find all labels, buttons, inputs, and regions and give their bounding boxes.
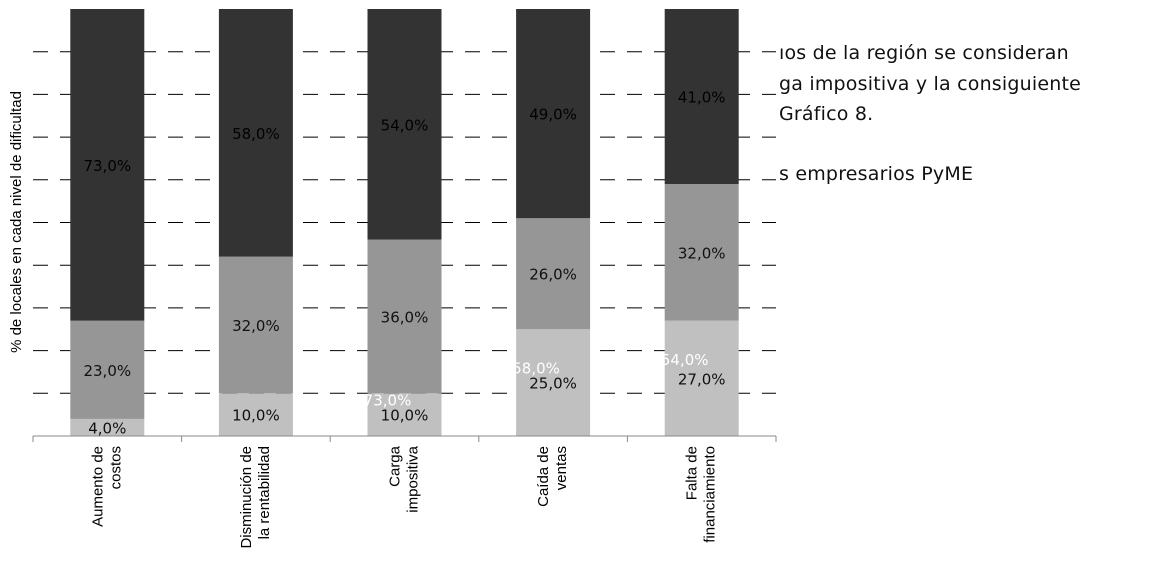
bar-segment [367,393,442,436]
bar-segment [664,184,739,321]
data-label: 26,0% [529,266,577,284]
data-label: 25,0% [529,375,577,393]
data-label: 54,0% [381,116,429,134]
bar-segment [70,418,145,436]
x-tick-label: Aumento decostos [89,446,124,527]
data-label: 27,0% [678,370,726,388]
x-tick-label: Caída deventas [535,446,570,507]
background-text-line-1: ıos de la región se consideran [779,42,1069,64]
bar-segment [516,9,591,219]
data-labels: 4,0%23,0%73,0%10,0%32,0%58,0%10,0%36,0%5… [83,89,725,438]
bar-segment [664,9,739,185]
stray-data-label: 58,0% [512,360,560,378]
data-label: 49,0% [529,106,577,124]
data-label: 10,0% [232,407,280,425]
x-tick-label: Disminución dela rentabilidad [238,446,273,549]
background-text-line-3: Gráfico 8. [779,103,874,125]
background-text-line-2: ga impositiva y la consiguiente [779,73,1082,95]
data-label: 23,0% [83,362,131,380]
data-label: 36,0% [381,308,429,326]
bar-segment [218,393,293,436]
x-tick-label: Cargaimpositiva [387,445,422,512]
stacked-bar-chart: 4,0%23,0%73,0%10,0%32,0%58,0%10,0%36,0%5… [8,9,777,549]
data-label: 58,0% [232,125,280,143]
bar-segment [218,9,293,257]
data-label: 32,0% [678,244,726,262]
stray-data-label: 73,0% [364,391,412,409]
bar-segment [516,329,591,436]
x-tick-label: Falta definanciamiento [684,446,719,543]
data-label: 32,0% [232,317,280,335]
bar-segment [218,256,293,394]
data-label: 10,0% [381,407,429,425]
bar-segment [516,218,591,330]
bars [70,9,739,436]
data-label: 73,0% [83,157,131,175]
bar-segment [664,320,739,436]
bar-segment [367,9,442,240]
data-label: 4,0% [88,419,126,437]
bar-segment [367,239,442,394]
stray-data-label: 54,0% [661,351,709,369]
y-axis-label: % de locales en cada nivel de dificultad [8,91,25,353]
bar-segment [70,9,145,321]
bar-segment [70,320,145,419]
data-label: 41,0% [678,89,726,107]
axes: Aumento decostos Disminución dela rentabi… [32,435,777,549]
background-text-line-4: s empresarios PyME [779,163,974,185]
